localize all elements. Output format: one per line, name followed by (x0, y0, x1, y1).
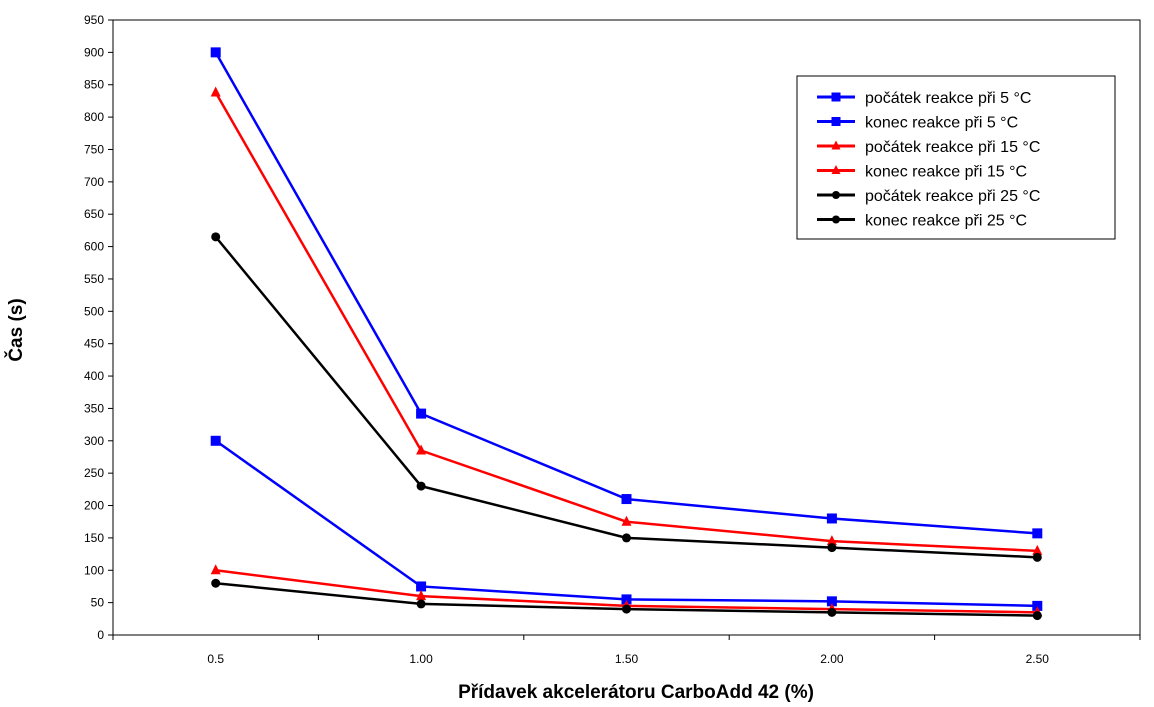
data-point (1032, 611, 1042, 621)
series-layer (210, 47, 1043, 621)
data-point (211, 232, 221, 242)
series-4 (211, 578, 1042, 621)
data-point (211, 578, 221, 588)
series-1 (210, 47, 1043, 539)
x-tick-label: 2.50 (1026, 652, 1050, 666)
plot-frame (112, 19, 1141, 636)
data-point (831, 165, 841, 174)
y-tick-label: 800 (84, 110, 104, 124)
data-point (416, 599, 426, 609)
series-3 (210, 86, 1043, 555)
series-line (214, 236, 1038, 559)
y-tick-label: 900 (84, 45, 104, 59)
data-point (827, 607, 837, 617)
x-tick-label: 1.00 (409, 652, 433, 666)
data-point (416, 408, 427, 419)
y-tick-label: 450 (84, 337, 104, 351)
y-tick-label: 350 (84, 401, 104, 415)
y-tick-label: 550 (84, 272, 104, 286)
data-point (416, 581, 427, 592)
y-tick-label: 750 (84, 142, 104, 156)
data-point (827, 543, 837, 553)
data-point (826, 596, 837, 607)
data-point (832, 191, 840, 199)
x-axis: 0.5 1.00 1.50 2.00 2.50 (112, 635, 1141, 666)
legend-label: počátek reakce při 5 °C (865, 90, 1031, 107)
legend-label: počátek reakce při 25 °C (865, 188, 1040, 205)
y-tick-label: 200 (84, 499, 104, 513)
y-tick-label: 100 (84, 563, 104, 577)
y-tick-label: 700 (84, 175, 104, 189)
legend-label: konec reakce při 25 °C (865, 213, 1027, 230)
y-tick-label: 850 (84, 78, 104, 92)
y-tick-label: 500 (84, 304, 104, 318)
legend-item: počátek reakce při 15 °C (817, 139, 1040, 156)
data-point (621, 515, 632, 526)
data-point (826, 513, 837, 524)
x-tick-label: 2.00 (820, 652, 844, 666)
y-tick-label: 250 (84, 466, 104, 480)
y-axis: 0 50 100 150 200 250 300 350 400 450 500 550 600 650 7… (84, 13, 113, 642)
y-tick-label: 300 (84, 434, 104, 448)
x-tick-label: 0.5 (207, 652, 224, 666)
legend-item: konec reakce při 25 °C (817, 213, 1027, 230)
data-point (210, 435, 221, 446)
legend-item: počátek reakce při 5 °C (817, 90, 1031, 107)
y-tick-label: 600 (84, 240, 104, 254)
y-tick-label: 50 (91, 596, 105, 610)
data-point (622, 533, 631, 543)
data-point (826, 535, 837, 546)
data-point (831, 140, 841, 150)
legend-label: počátek reakce při 15 °C (865, 139, 1040, 156)
y-tick-label: 950 (84, 13, 104, 27)
legend-box (796, 75, 1116, 240)
data-point (1032, 552, 1042, 562)
data-point (832, 215, 840, 224)
data-point (210, 564, 221, 575)
y-tick-label: 0 (97, 628, 104, 642)
series-0 (210, 435, 1043, 611)
data-point (416, 590, 427, 601)
data-point (622, 604, 631, 614)
legend-label: konec reakce při 5 °C (865, 115, 1018, 132)
data-point (416, 481, 426, 491)
data-point (831, 92, 841, 102)
legend-label: konec reakce při 15 °C (865, 164, 1027, 181)
data-point (831, 117, 841, 126)
x-tick-label: 1.50 (615, 652, 639, 666)
data-point (1032, 544, 1043, 555)
y-tick-label: 400 (84, 369, 104, 383)
plot-area (112, 19, 1141, 636)
data-point (621, 494, 632, 505)
x-axis-title: Přídavek akcelerátoru CarboAdd 42 (%) (458, 682, 814, 703)
y-tick-label: 650 (84, 207, 104, 221)
legend-item: konec reakce při 5 °C (817, 115, 1018, 132)
data-point (621, 594, 632, 605)
y-axis-title: Čas (s) (5, 298, 27, 361)
data-point (1032, 600, 1043, 611)
legend-item: konec reakce při 15 °C (817, 164, 1027, 181)
y-tick-label: 150 (84, 531, 104, 545)
data-point (1032, 528, 1043, 539)
legend-item: počátek reakce při 25 °C (817, 188, 1040, 205)
data-point (210, 47, 221, 58)
data-point (210, 86, 221, 97)
data-point (416, 444, 427, 455)
legend: počátek reakce při 5 °C konec reakce při … (796, 75, 1116, 240)
series-5 (211, 232, 1042, 562)
